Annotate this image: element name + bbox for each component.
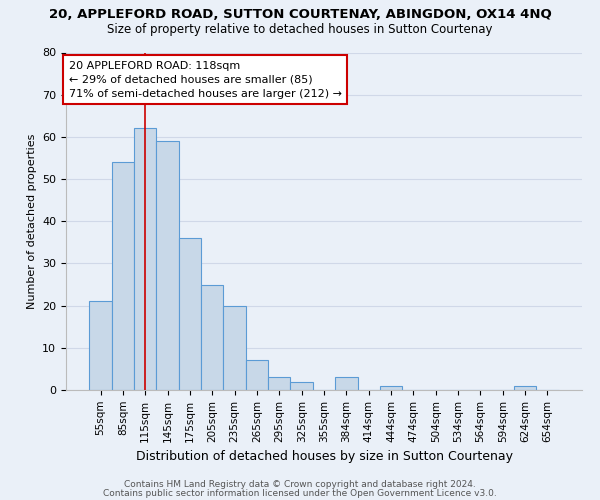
Text: Size of property relative to detached houses in Sutton Courtenay: Size of property relative to detached ho… (107, 22, 493, 36)
Bar (514, 386, 536, 390)
Text: Contains HM Land Registry data © Crown copyright and database right 2024.: Contains HM Land Registry data © Crown c… (124, 480, 476, 489)
Bar (89, 302, 112, 390)
Bar (246, 360, 268, 390)
Bar (380, 386, 402, 390)
Bar (134, 128, 157, 390)
Bar (201, 284, 223, 390)
Y-axis label: Number of detached properties: Number of detached properties (26, 134, 37, 309)
Bar (223, 306, 246, 390)
Bar (335, 378, 358, 390)
Bar (268, 378, 290, 390)
X-axis label: Distribution of detached houses by size in Sutton Courtenay: Distribution of detached houses by size … (136, 450, 512, 463)
Bar (290, 382, 313, 390)
Bar (157, 141, 179, 390)
Bar (179, 238, 201, 390)
Text: Contains public sector information licensed under the Open Government Licence v3: Contains public sector information licen… (103, 488, 497, 498)
Text: 20, APPLEFORD ROAD, SUTTON COURTENAY, ABINGDON, OX14 4NQ: 20, APPLEFORD ROAD, SUTTON COURTENAY, AB… (49, 8, 551, 20)
Text: 20 APPLEFORD ROAD: 118sqm
← 29% of detached houses are smaller (85)
71% of semi-: 20 APPLEFORD ROAD: 118sqm ← 29% of detac… (68, 61, 341, 99)
Bar (112, 162, 134, 390)
